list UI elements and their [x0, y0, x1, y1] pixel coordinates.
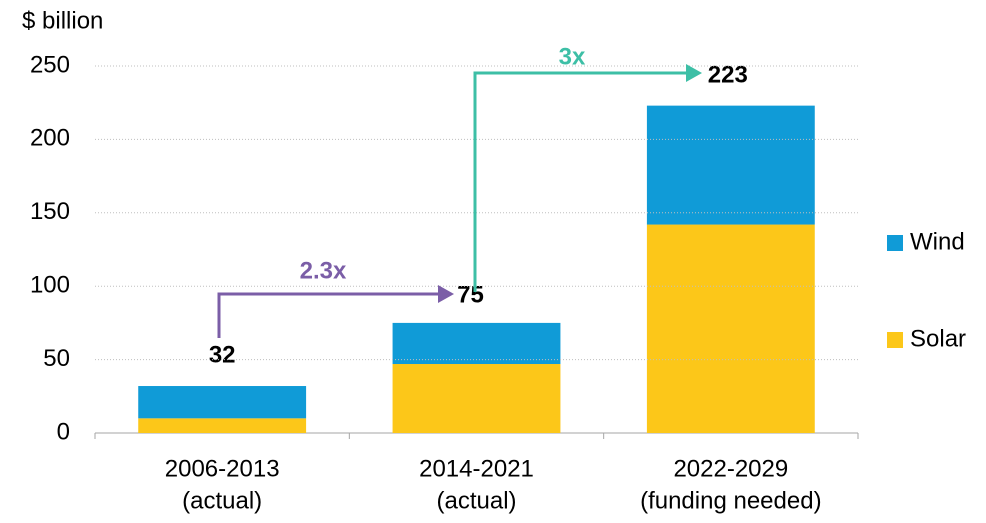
- arrow-2: 3x: [473, 43, 702, 292]
- total-label: 32: [209, 341, 236, 368]
- x-tick-label: 2006-2013: [165, 455, 280, 482]
- total-label: 223: [708, 61, 748, 88]
- total-label: 75: [457, 281, 484, 308]
- legend-swatch: [887, 332, 903, 348]
- y-tick-label: 200: [30, 125, 70, 152]
- x-tick-label: 2022-2029: [673, 455, 788, 482]
- arrow-line: [217, 292, 438, 338]
- y-tick-label: 150: [30, 198, 70, 225]
- annotation: 2.3x: [300, 257, 347, 284]
- y-tick-label: 0: [57, 418, 70, 445]
- y-tick-label: 50: [43, 345, 70, 372]
- x-tick-label: (actual): [182, 487, 262, 514]
- arrow-1: 2.3x: [217, 257, 454, 338]
- y-tick-label: 250: [30, 51, 70, 78]
- legend-label: Solar: [910, 325, 966, 352]
- annotation: 3x: [559, 43, 586, 70]
- bar-segment: [392, 364, 561, 433]
- bar-segment: [646, 224, 815, 433]
- bar-segment: [138, 386, 307, 419]
- bar-segment: [392, 322, 561, 365]
- y-tick-label: 100: [30, 272, 70, 299]
- legend-label: Wind: [910, 228, 965, 255]
- bar-segment: [138, 418, 307, 433]
- legend-swatch: [887, 235, 903, 251]
- arrow-head: [438, 285, 454, 303]
- x-tick-label: (actual): [436, 487, 516, 514]
- arrow-head: [686, 64, 702, 82]
- arrow-line: [473, 71, 686, 292]
- bar-segment: [646, 105, 815, 225]
- y-axis-label: $ billion: [22, 7, 103, 34]
- x-tick-label: (funding needed): [640, 487, 821, 514]
- plot: 32 2006-2013 (actual) 75 2014-2021 (actual) 22…: [94, 61, 966, 514]
- x-tick-label: 2014-2021: [419, 455, 534, 482]
